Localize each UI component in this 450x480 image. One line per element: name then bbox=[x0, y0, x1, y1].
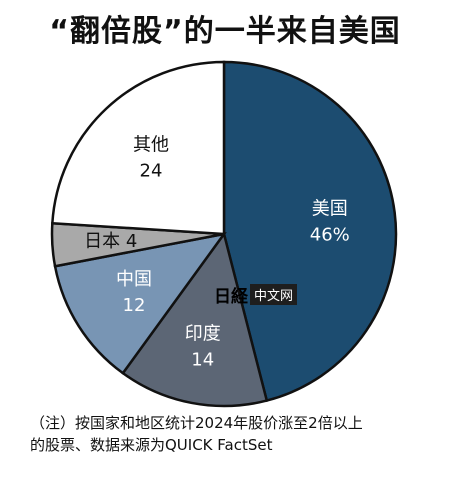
slice-name-0: 美国 bbox=[312, 199, 348, 220]
footnote-line-1: （注）按国家和地区统计2024年股价涨至2倍以上 bbox=[30, 414, 363, 432]
footnote: （注）按国家和地区统计2024年股价涨至2倍以上 的股票、数据来源为QUICK … bbox=[30, 412, 440, 456]
footnote-line-2: 的股票、数据来源为QUICK FactSet bbox=[30, 436, 273, 454]
pie-slice-0 bbox=[222, 60, 398, 403]
pie-slice-2 bbox=[53, 232, 227, 375]
slice-label-1: 印度 14 bbox=[185, 324, 221, 371]
slice-label-2: 中国 12 bbox=[116, 269, 152, 316]
pie-slice-1 bbox=[121, 231, 269, 408]
slice-label-0: 美国 46% bbox=[310, 199, 350, 246]
watermark: 日経 中文网 bbox=[214, 283, 298, 307]
slice-name-4: 其他 bbox=[133, 134, 169, 155]
slice-value-0: 46% bbox=[310, 225, 350, 246]
slice-name-1: 印度 bbox=[185, 324, 221, 345]
watermark-logo: 日経 bbox=[214, 286, 248, 307]
chart-title: “翻倍股”的一半来自美国 bbox=[49, 14, 401, 49]
slice-value-1: 14 bbox=[191, 350, 214, 371]
slice-label-4: 其他 24 bbox=[133, 134, 169, 181]
slice-value-4: 24 bbox=[140, 160, 163, 181]
slice-value-2: 12 bbox=[123, 295, 146, 316]
pie-slice-4 bbox=[51, 60, 226, 236]
slice-name-2: 中国 bbox=[116, 269, 152, 290]
slice-name-3: 日本 4 bbox=[84, 231, 137, 252]
watermark-text: 中文网 bbox=[250, 283, 298, 305]
slice-label-3: 日本 4 bbox=[84, 231, 137, 252]
